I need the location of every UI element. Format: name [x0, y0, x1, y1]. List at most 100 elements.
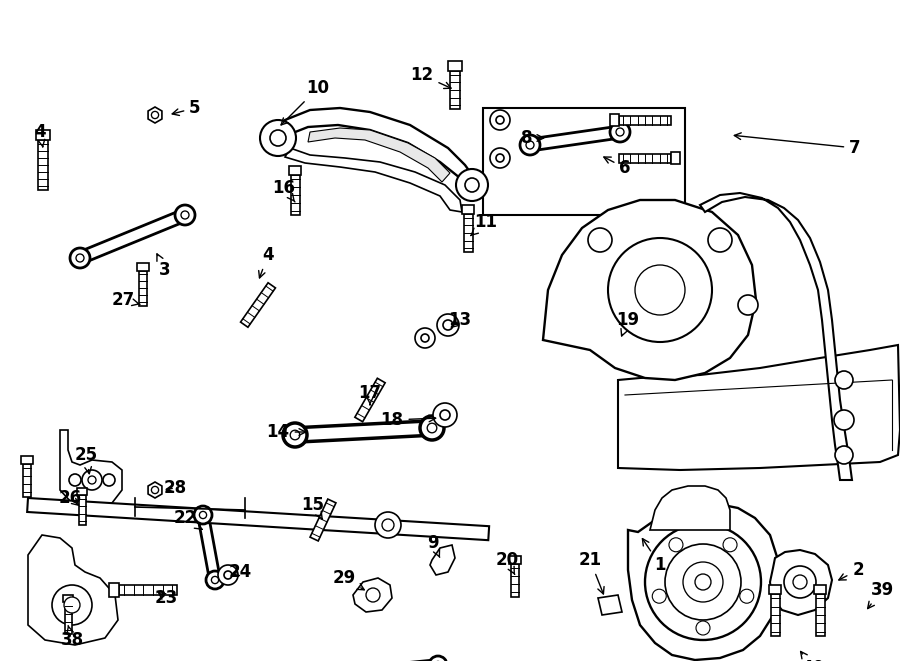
Polygon shape: [529, 126, 621, 151]
Bar: [511, 563, 519, 596]
Text: 17: 17: [358, 384, 382, 405]
Polygon shape: [148, 107, 162, 123]
Bar: [27, 498, 489, 540]
Polygon shape: [650, 486, 730, 530]
Polygon shape: [430, 545, 455, 575]
Text: 22: 22: [174, 509, 202, 529]
Circle shape: [793, 575, 807, 589]
Circle shape: [588, 228, 612, 252]
Polygon shape: [628, 504, 778, 660]
Circle shape: [260, 120, 296, 156]
Text: 15: 15: [302, 496, 325, 520]
Circle shape: [784, 566, 816, 598]
Bar: [139, 270, 147, 305]
Circle shape: [645, 524, 761, 640]
Bar: [462, 205, 474, 214]
Circle shape: [723, 538, 737, 552]
Circle shape: [212, 576, 219, 584]
Circle shape: [382, 519, 394, 531]
Circle shape: [526, 141, 534, 149]
Text: 4: 4: [34, 123, 46, 147]
Text: 23: 23: [155, 589, 177, 607]
Text: 7: 7: [734, 133, 860, 157]
Circle shape: [69, 474, 81, 486]
Text: 35: 35: [0, 660, 1, 661]
Text: 29: 29: [332, 569, 365, 590]
Circle shape: [683, 562, 723, 602]
Text: 39: 39: [868, 581, 894, 609]
Circle shape: [429, 656, 447, 661]
Circle shape: [175, 205, 195, 225]
Circle shape: [738, 295, 758, 315]
Polygon shape: [310, 499, 336, 541]
Bar: [814, 585, 826, 594]
Text: 10: 10: [281, 79, 329, 125]
Circle shape: [835, 371, 853, 389]
Circle shape: [740, 589, 753, 603]
Circle shape: [270, 130, 286, 146]
Circle shape: [610, 122, 630, 142]
Circle shape: [433, 403, 457, 427]
Bar: [509, 555, 520, 563]
Bar: [78, 495, 86, 525]
Circle shape: [375, 512, 401, 538]
Bar: [119, 585, 177, 595]
Circle shape: [708, 228, 732, 252]
Polygon shape: [285, 148, 462, 212]
Circle shape: [652, 589, 666, 603]
Polygon shape: [308, 128, 450, 182]
Text: 11: 11: [471, 213, 498, 236]
Circle shape: [64, 597, 80, 613]
Text: 12: 12: [410, 66, 451, 89]
Text: 4: 4: [258, 246, 274, 278]
Circle shape: [616, 128, 624, 136]
Text: 24: 24: [229, 563, 252, 581]
Polygon shape: [543, 200, 756, 380]
Bar: [109, 583, 119, 597]
Circle shape: [835, 446, 853, 464]
Circle shape: [428, 423, 436, 433]
Circle shape: [200, 512, 207, 519]
Polygon shape: [770, 550, 832, 615]
Polygon shape: [240, 283, 275, 327]
Bar: [291, 175, 300, 215]
Circle shape: [696, 621, 710, 635]
Text: 2: 2: [839, 561, 864, 580]
Bar: [23, 463, 31, 496]
Text: 31: 31: [0, 660, 1, 661]
Polygon shape: [618, 345, 900, 470]
Circle shape: [695, 574, 711, 590]
Text: 40: 40: [801, 652, 824, 661]
Circle shape: [421, 334, 429, 342]
Polygon shape: [367, 660, 438, 661]
Bar: [483, 108, 685, 215]
Polygon shape: [355, 378, 385, 422]
Circle shape: [490, 110, 510, 130]
Circle shape: [437, 314, 459, 336]
Circle shape: [283, 423, 307, 447]
Polygon shape: [77, 210, 187, 264]
Polygon shape: [148, 482, 162, 498]
Polygon shape: [294, 421, 432, 442]
Bar: [77, 488, 87, 495]
Circle shape: [52, 585, 92, 625]
Text: 20: 20: [495, 551, 518, 574]
Text: 26: 26: [58, 489, 82, 507]
Bar: [36, 130, 50, 140]
Circle shape: [224, 571, 232, 579]
Bar: [619, 153, 671, 163]
Bar: [138, 262, 148, 270]
Bar: [448, 61, 462, 71]
Text: 14: 14: [266, 423, 306, 441]
Polygon shape: [60, 430, 122, 505]
Bar: [65, 602, 71, 634]
Circle shape: [290, 430, 300, 440]
Polygon shape: [270, 108, 478, 193]
Bar: [63, 595, 73, 602]
Circle shape: [88, 476, 96, 484]
Text: 32: 32: [0, 660, 1, 661]
Circle shape: [490, 148, 510, 168]
Bar: [619, 116, 671, 124]
Circle shape: [206, 571, 224, 589]
Bar: [770, 594, 779, 636]
